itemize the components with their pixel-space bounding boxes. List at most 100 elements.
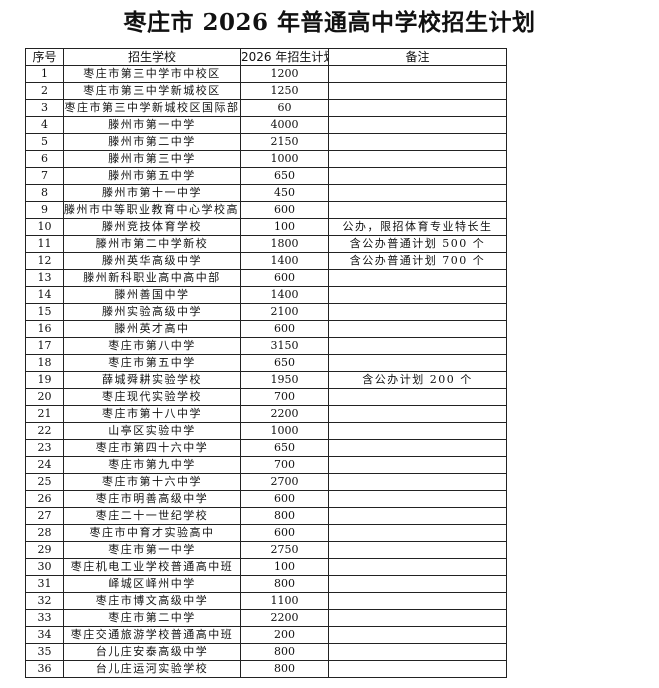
school-name: 枣庄市中育才实验高中 bbox=[63, 524, 241, 542]
row-index: 33 bbox=[25, 609, 64, 627]
enrollment-plan: 1000 bbox=[240, 150, 329, 168]
table-row: 17 枣庄市第八中学 3150 bbox=[25, 337, 507, 355]
enrollment-plan: 600 bbox=[240, 490, 329, 508]
table-row: 34 枣庄交通旅游学校普通高中班 200 bbox=[25, 626, 507, 644]
school-name: 台儿庄安泰高级中学 bbox=[63, 643, 241, 661]
row-note bbox=[328, 609, 507, 627]
row-note: 含公办普通计划 500 个 bbox=[328, 235, 507, 253]
table-row: 1 枣庄市第三中学市中校区 1200 bbox=[25, 65, 507, 83]
enrollment-plan: 650 bbox=[240, 354, 329, 372]
table-body: 1 枣庄市第三中学市中校区 1200 2 枣庄市第三中学新城校区 1250 3 枣庄市第三中学… bbox=[25, 65, 507, 678]
row-index: 19 bbox=[25, 371, 64, 389]
school-name: 峄城区峄州中学 bbox=[63, 575, 241, 593]
row-index: 21 bbox=[25, 405, 64, 423]
enrollment-plan: 1200 bbox=[240, 65, 329, 83]
row-note bbox=[328, 473, 507, 491]
row-note bbox=[328, 320, 507, 338]
school-name: 枣庄市第三中学新城校区 bbox=[63, 82, 241, 100]
table-row: 5 滕州市第二中学 2150 bbox=[25, 133, 507, 151]
row-index: 4 bbox=[25, 116, 64, 134]
school-name: 枣庄市第九中学 bbox=[63, 456, 241, 474]
school-name: 枣庄市第一中学 bbox=[63, 541, 241, 559]
enrollment-plan: 4000 bbox=[240, 116, 329, 134]
row-index: 17 bbox=[25, 337, 64, 355]
enrollment-plan: 450 bbox=[240, 184, 329, 202]
enrollment-plan: 700 bbox=[240, 388, 329, 406]
row-index: 20 bbox=[25, 388, 64, 406]
enrollment-plan: 2150 bbox=[240, 133, 329, 151]
school-name: 滕州英才高中 bbox=[63, 320, 241, 338]
row-index: 6 bbox=[25, 150, 64, 168]
enrollment-plan: 800 bbox=[240, 507, 329, 525]
row-index: 11 bbox=[25, 235, 64, 253]
row-note bbox=[328, 558, 507, 576]
school-name: 滕州英华高级中学 bbox=[63, 252, 241, 270]
enrollment-plan: 2750 bbox=[240, 541, 329, 559]
school-name: 枣庄市第三中学新城校区国际部 bbox=[63, 99, 241, 117]
row-index: 10 bbox=[25, 218, 64, 236]
school-name: 滕州市第三中学 bbox=[63, 150, 241, 168]
enrollment-plan: 200 bbox=[240, 626, 329, 644]
enrollment-plan: 1800 bbox=[240, 235, 329, 253]
school-name: 枣庄市第四十六中学 bbox=[63, 439, 241, 457]
row-index: 13 bbox=[25, 269, 64, 287]
header-note: 备注 bbox=[328, 48, 507, 66]
enrollment-plan: 2200 bbox=[240, 405, 329, 423]
enrollment-plan: 1400 bbox=[240, 286, 329, 304]
school-name: 薛城舜耕实验学校 bbox=[63, 371, 241, 389]
school-name: 滕州善国中学 bbox=[63, 286, 241, 304]
school-name: 滕州市第五中学 bbox=[63, 167, 241, 185]
row-index: 24 bbox=[25, 456, 64, 474]
row-index: 22 bbox=[25, 422, 64, 440]
table-row: 33 枣庄市第二中学 2200 bbox=[25, 609, 507, 627]
row-note bbox=[328, 388, 507, 406]
school-name: 枣庄市第十六中学 bbox=[63, 473, 241, 491]
school-name: 枣庄现代实验学校 bbox=[63, 388, 241, 406]
row-index: 30 bbox=[25, 558, 64, 576]
table-row: 27 枣庄二十一世纪学校 800 bbox=[25, 507, 507, 525]
row-note bbox=[328, 592, 507, 610]
table-row: 35 台儿庄安泰高级中学 800 bbox=[25, 643, 507, 661]
header-index: 序号 bbox=[25, 48, 64, 66]
table-row: 31 峄城区峄州中学 800 bbox=[25, 575, 507, 593]
row-note bbox=[328, 575, 507, 593]
school-name: 滕州实验高级中学 bbox=[63, 303, 241, 321]
table-row: 26 枣庄市明善高级中学 600 bbox=[25, 490, 507, 508]
row-note: 公办，限招体育专业特长生 bbox=[328, 218, 507, 236]
row-index: 36 bbox=[25, 660, 64, 678]
row-note bbox=[328, 116, 507, 134]
table-row: 11 滕州市第二中学新校 1800 含公办普通计划 500 个 bbox=[25, 235, 507, 253]
row-index: 5 bbox=[25, 133, 64, 151]
enrollment-plan: 600 bbox=[240, 524, 329, 542]
row-note bbox=[328, 150, 507, 168]
school-name: 枣庄市第五中学 bbox=[63, 354, 241, 372]
row-index: 25 bbox=[25, 473, 64, 491]
enrollment-plan: 100 bbox=[240, 218, 329, 236]
enrollment-plan: 600 bbox=[240, 201, 329, 219]
school-name: 枣庄市博文高级中学 bbox=[63, 592, 241, 610]
header-plan: 2026 年招生计划 bbox=[240, 48, 329, 66]
row-index: 16 bbox=[25, 320, 64, 338]
enrollment-plan: 2200 bbox=[240, 609, 329, 627]
enrollment-plan: 800 bbox=[240, 660, 329, 678]
school-name: 枣庄机电工业学校普通高中班 bbox=[63, 558, 241, 576]
row-index: 31 bbox=[25, 575, 64, 593]
enrollment-plan: 100 bbox=[240, 558, 329, 576]
school-name: 滕州新科职业高中高中部 bbox=[63, 269, 241, 287]
row-note bbox=[328, 524, 507, 542]
row-note bbox=[328, 456, 507, 474]
enrollment-plan: 1400 bbox=[240, 252, 329, 270]
table-row: 21 枣庄市第十八中学 2200 bbox=[25, 405, 507, 423]
school-name: 枣庄交通旅游学校普通高中班 bbox=[63, 626, 241, 644]
school-name: 枣庄市第二中学 bbox=[63, 609, 241, 627]
row-index: 18 bbox=[25, 354, 64, 372]
row-note bbox=[328, 201, 507, 219]
table-row: 22 山亭区实验中学 1000 bbox=[25, 422, 507, 440]
row-note bbox=[328, 354, 507, 372]
enrollment-plan: 650 bbox=[240, 439, 329, 457]
row-note bbox=[328, 541, 507, 559]
table-row: 19 薛城舜耕实验学校 1950 含公办计划 200 个 bbox=[25, 371, 507, 389]
row-note bbox=[328, 507, 507, 525]
table-row: 7 滕州市第五中学 650 bbox=[25, 167, 507, 185]
row-index: 26 bbox=[25, 490, 64, 508]
